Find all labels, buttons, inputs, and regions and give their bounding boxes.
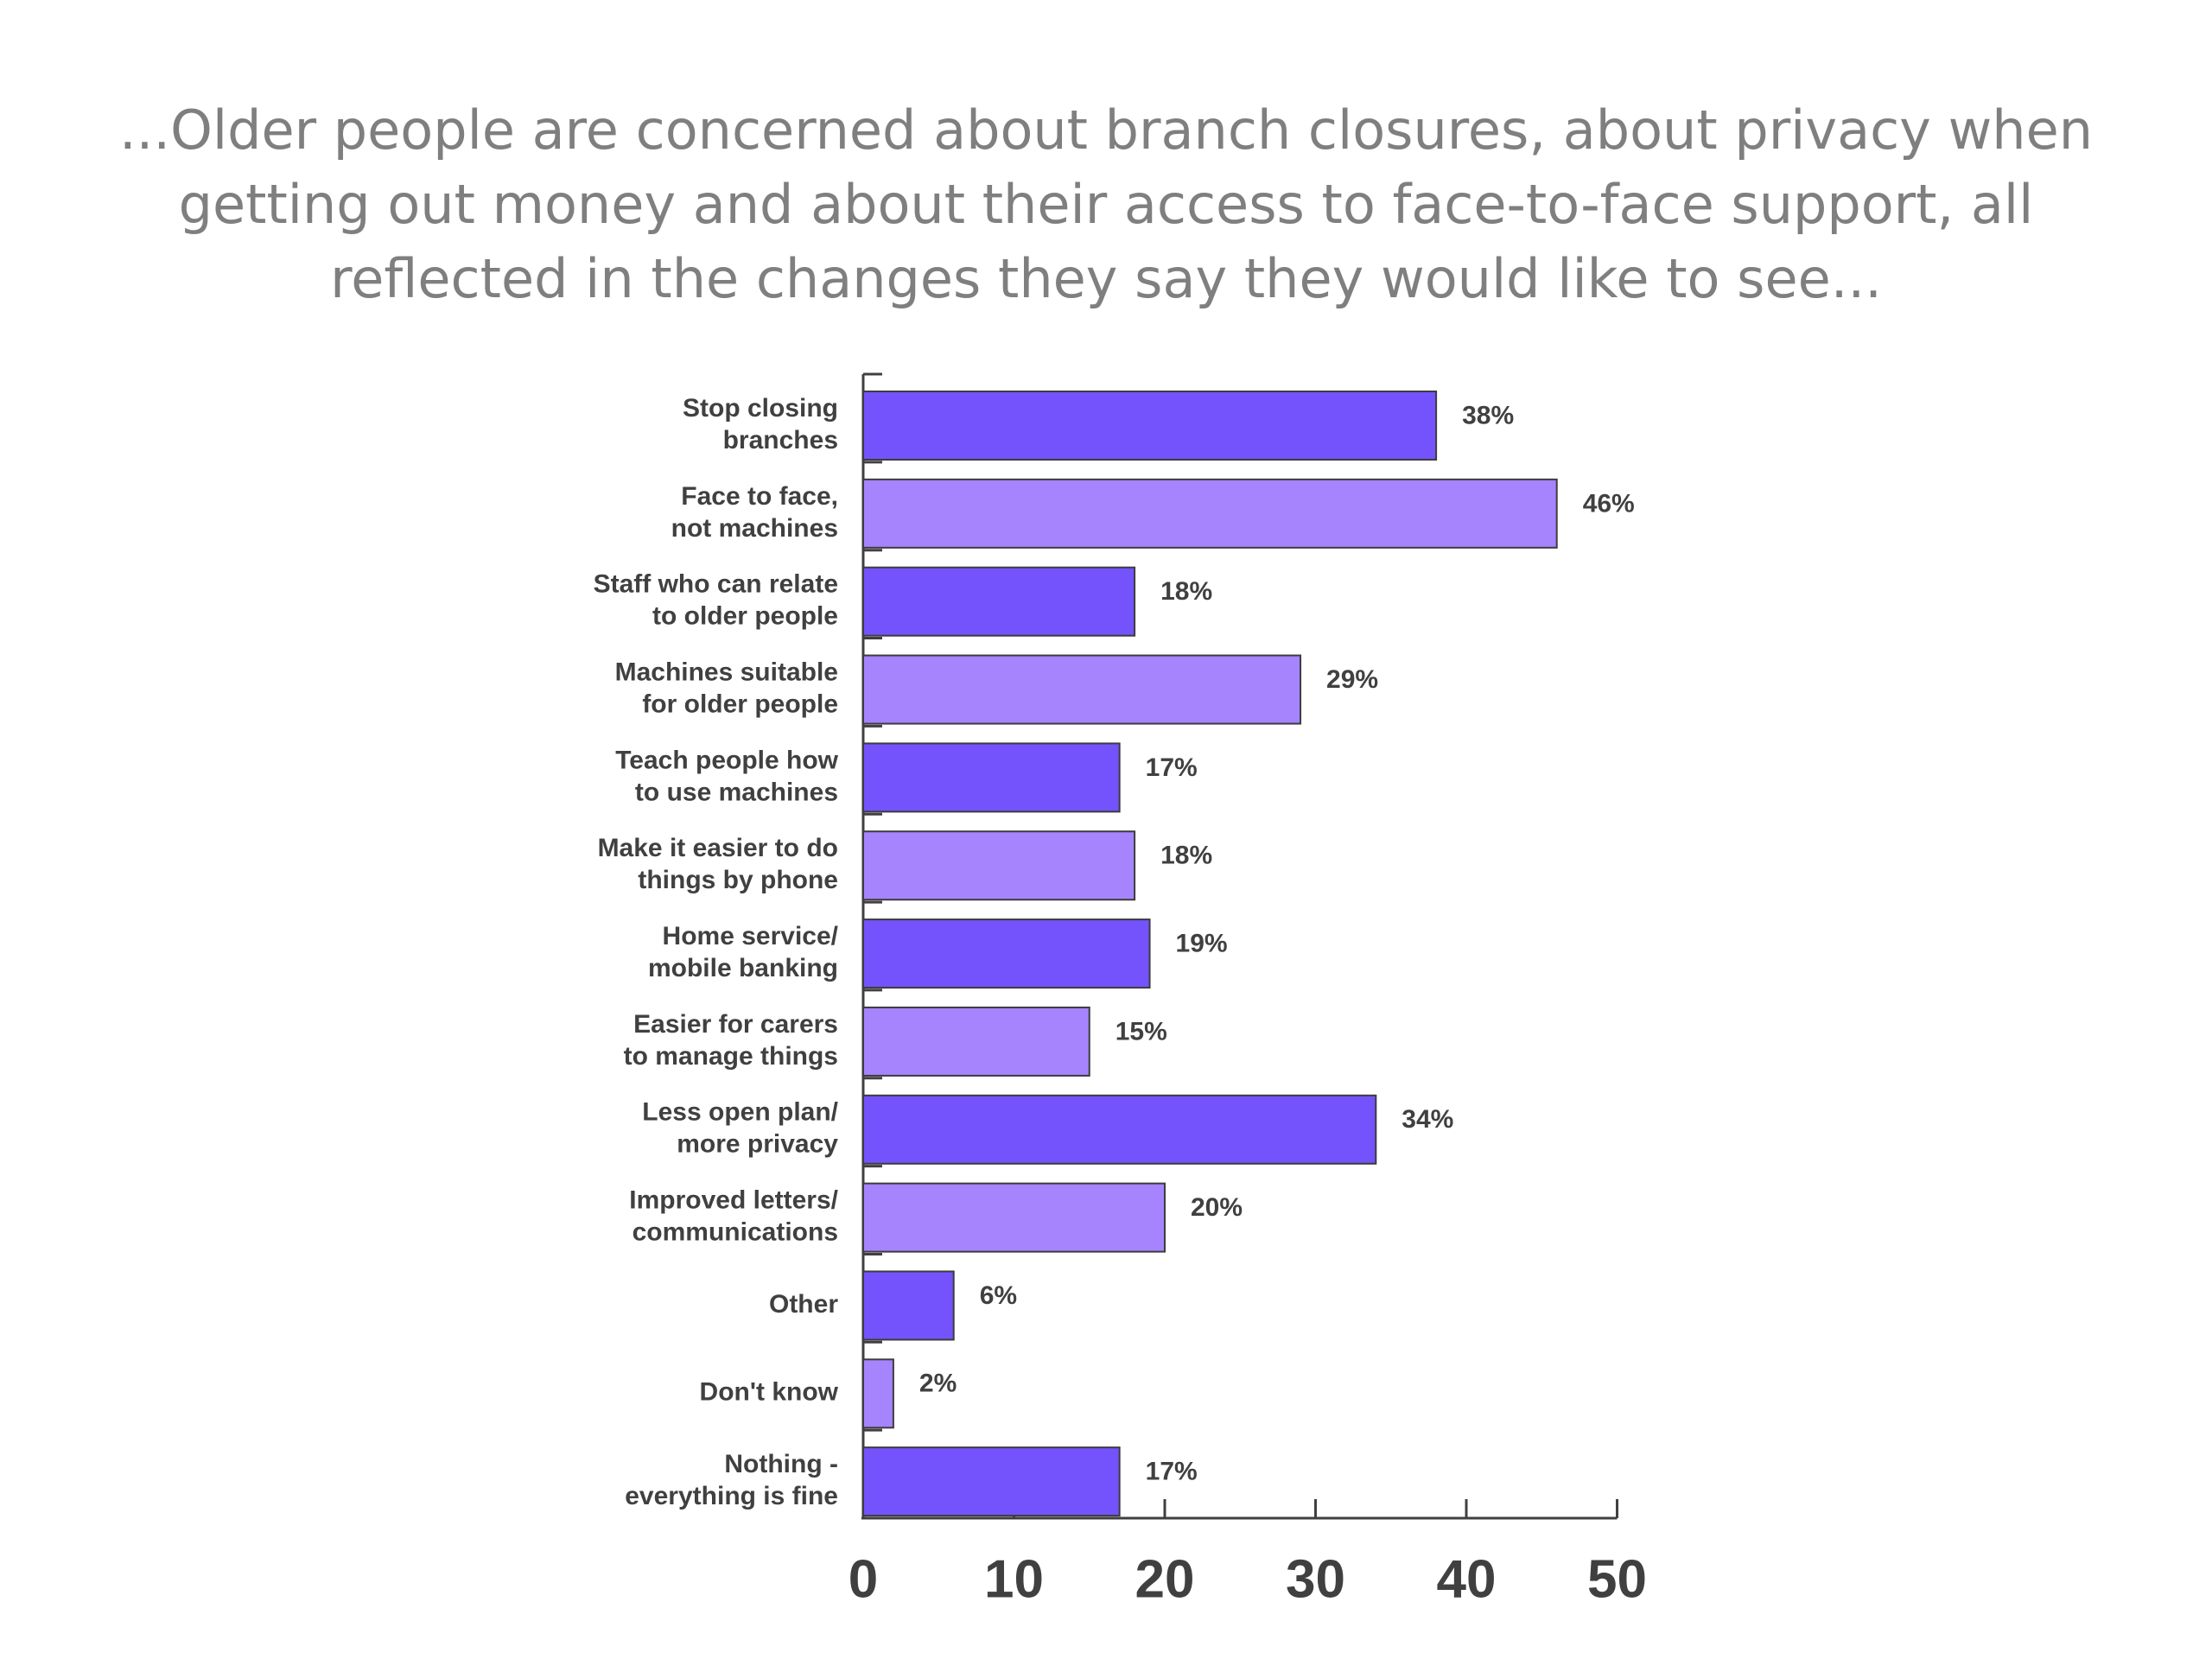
category-label: Less open plan/ [642,1098,838,1127]
bar [862,478,1558,549]
value-labels: 38% 46% 18% 29% 17% 18% 19% 15% 34% 20% 6% 2% 17% [919,401,1635,1485]
data-label: 46% [1583,489,1635,518]
x-axis-tick-labels: 0 10 20 30 40 50 [849,1549,1647,1609]
bar [862,1358,894,1429]
category-label: Other [769,1290,838,1319]
category-label: to manage things [624,1042,838,1071]
slide-title: ...Older people are concerned about bran… [118,99,2094,310]
bar [862,830,1136,901]
data-label: 19% [1176,929,1228,957]
category-label: to use machines [635,778,838,806]
data-label: 38% [1462,401,1514,429]
data-label: 17% [1146,1458,1198,1486]
bar [862,1446,1121,1517]
x-tick-label: 40 [1437,1549,1497,1609]
data-label: 2% [919,1370,957,1398]
x-tick-label: 0 [849,1549,878,1609]
data-label: 20% [1191,1193,1243,1222]
bar [862,1182,1166,1253]
category-labels: Stop closing branches Face to face, not mac… [594,394,839,1510]
bar [862,918,1151,989]
bar [862,1006,1090,1077]
category-label: Make it easier to do [598,834,838,862]
data-label: 15% [1116,1017,1167,1046]
data-label: 6% [980,1281,1017,1310]
category-label: Home service/ [663,922,839,950]
x-tick-label: 30 [1286,1549,1345,1609]
chart-bars [862,391,1558,1517]
category-label: Staff who can relate [594,570,838,599]
category-label: communications [632,1218,838,1247]
x-tick-label: 50 [1587,1549,1647,1609]
data-label: 17% [1146,753,1198,782]
category-label: not machines [671,514,838,543]
category-label: Improved letters/ [629,1186,838,1215]
category-label: Machines suitable [615,658,838,686]
data-label: 18% [1160,842,1212,870]
category-label: Easier for carers [633,1010,838,1039]
category-label: mobile banking [648,954,838,982]
category-label: Teach people how [615,746,838,774]
category-label: everything is fine [625,1482,838,1510]
data-label: 34% [1402,1105,1453,1134]
category-label: more privacy [677,1130,838,1159]
category-label: things by phone [638,866,838,894]
category-label: Don't know [700,1378,839,1407]
bar [862,742,1121,813]
data-label: 18% [1160,577,1212,606]
category-label: Stop closing [683,394,838,423]
data-label: 29% [1326,665,1378,694]
bar [862,1270,955,1341]
bar [862,654,1302,725]
category-label: for older people [642,690,838,718]
category-label: to older people [652,602,838,631]
bar [862,566,1136,637]
x-tick-label: 10 [984,1549,1044,1609]
category-label: Nothing - [724,1450,838,1478]
bar [862,1094,1377,1165]
category-label: branches [723,426,838,454]
x-tick-label: 20 [1135,1549,1195,1609]
bar [862,391,1438,461]
category-label: Face to face, [681,482,838,511]
